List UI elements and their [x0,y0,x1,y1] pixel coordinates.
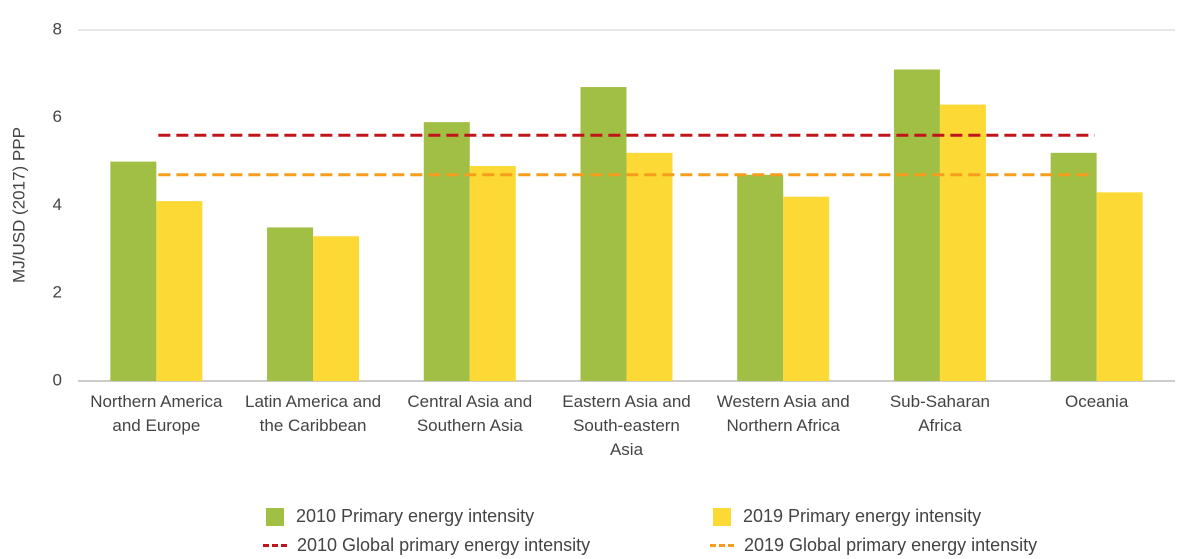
legend-label: 2019 Global primary energy intensity [744,535,1038,555]
legend-item: 2010 Global primary energy intensity [263,535,590,556]
bar [313,236,360,381]
bar [469,166,516,381]
x-tick-label: Eastern Asia and South-eastern Asia [562,392,691,459]
x-tick-label: Oceania [1064,392,1129,411]
bar [580,87,627,381]
bar [423,122,470,381]
legend-label: 2010 Primary energy intensity [296,506,535,526]
legend-swatch [266,507,284,526]
legend-label: 2019 Primary energy intensity [743,506,982,526]
legend-swatch [263,544,287,547]
x-tick-label: Sub-Saharan Africa [889,392,991,435]
y-axis-label: MJ/USD (2017) PPP [9,127,28,283]
legend-item: 2019 Global primary energy intensity [710,535,1037,556]
legend-item: 2019 Primary energy intensity [710,506,981,527]
bar [939,104,986,382]
x-tick-label: Northern America and Europe [90,392,223,435]
bar [737,174,784,381]
legend-label: 2010 Global primary energy intensity [297,535,591,555]
y-tick-label: 6 [53,107,62,126]
x-tick-label: Western Asia and Northern Africa [716,392,850,435]
y-tick-label: 8 [53,19,62,38]
legend-swatch [710,544,734,547]
bar [156,201,203,381]
legend-swatch [713,507,731,526]
y-tick-label: 0 [53,370,62,389]
bar [1050,152,1097,381]
y-tick-label: 4 [53,195,62,214]
x-tick-label: Central Asia and Southern Asia [407,392,533,435]
bar [1096,192,1143,381]
bar [893,69,940,382]
y-tick-label: 2 [53,283,62,302]
legend-item: 2010 Primary energy intensity [263,506,534,527]
bar [783,196,830,381]
bar [110,161,157,381]
x-tick-label: Latin America and the Caribbean [245,392,382,435]
bar [267,227,314,381]
bar [626,152,673,381]
